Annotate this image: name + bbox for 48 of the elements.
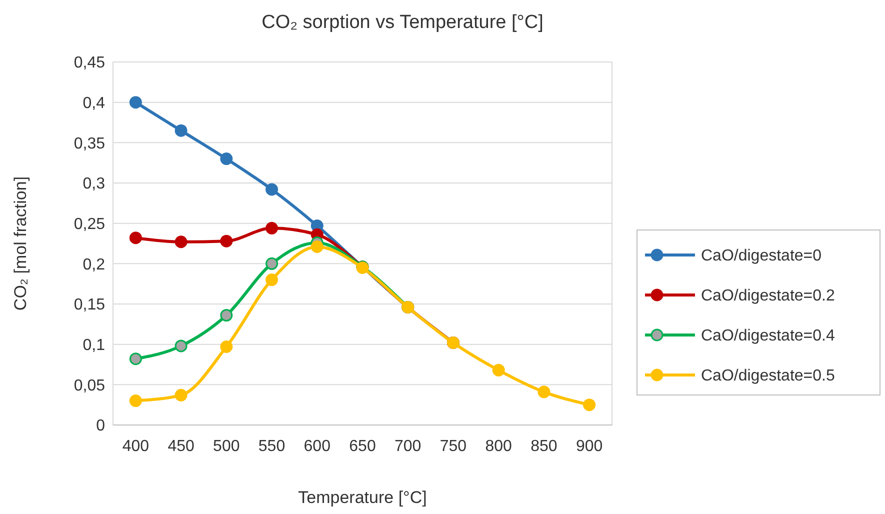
y-tick-label: 0,3 (82, 176, 106, 193)
legend-label: CaO/digestate=0 (701, 248, 822, 265)
point (220, 152, 233, 166)
point (220, 340, 233, 354)
y-tick-label: 0,35 (74, 135, 106, 152)
point (220, 309, 233, 322)
point (310, 240, 324, 253)
point (266, 274, 278, 286)
point (174, 388, 188, 402)
x-tick-label: 500 (213, 438, 240, 455)
point (538, 386, 550, 398)
x-tick-label: 400 (122, 438, 150, 455)
point (266, 222, 278, 234)
point (129, 96, 142, 109)
x-tick-label: 900 (576, 438, 603, 455)
x-tick-label: 650 (349, 438, 376, 455)
point (174, 124, 188, 137)
chart-title: CO₂ sorption vs Temperature [°C] (262, 12, 544, 33)
legend-label: CaO/digestate=0.4 (701, 328, 835, 345)
y-tick-label: 0,15 (74, 296, 106, 314)
y-tick-label: 0,25 (74, 216, 106, 233)
y-tick-label: 0,2 (82, 256, 106, 274)
x-tick-label: 600 (304, 438, 331, 455)
x-tick-label: 700 (394, 438, 422, 455)
legend-label: CaO/digestate=0.5 (701, 368, 835, 385)
x-axis-title: Temperature [°C] (298, 488, 427, 507)
point (220, 234, 233, 248)
y-tick-label: 0 (96, 418, 106, 435)
point (492, 364, 505, 376)
point (174, 340, 188, 352)
legend-label: CaO/digestate=0.2 (701, 288, 835, 305)
y-tick-label: 0,1 (82, 336, 106, 354)
y-tick-label: 0,05 (74, 377, 106, 394)
y-axis-title: CO₂ [mol fraction] (11, 176, 30, 311)
point (129, 352, 142, 366)
point (266, 183, 278, 196)
y-tick-label: 0,45 (74, 54, 106, 72)
x-tick-label: 450 (168, 438, 194, 455)
point (129, 394, 142, 408)
point (583, 398, 596, 412)
x-tick-label: 850 (530, 438, 558, 455)
point (174, 236, 188, 248)
point (266, 257, 278, 270)
x-tick-label: 750 (440, 438, 467, 455)
y-tick-label: 0,4 (82, 94, 106, 112)
x-tick-label: 800 (485, 438, 512, 455)
point (129, 232, 142, 244)
x-tick-label: 550 (258, 438, 286, 455)
